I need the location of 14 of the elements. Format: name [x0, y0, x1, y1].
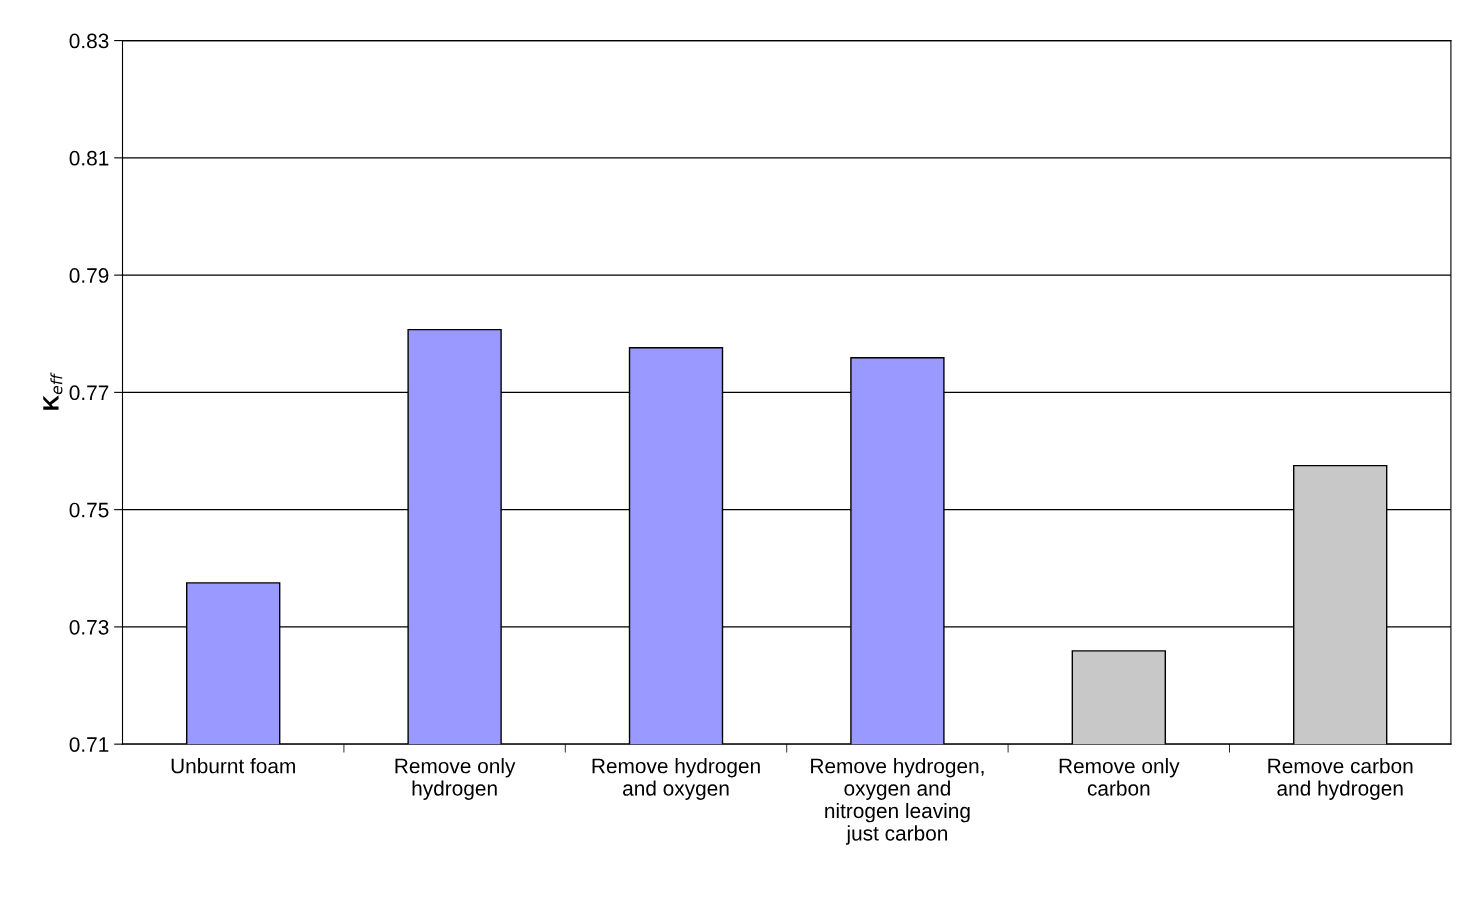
y-tick-label: 0.71 [69, 737, 109, 752]
x-tick-label: Unburnt foam [171, 758, 295, 774]
x-tick-label: Remove hydrogen and oxygen [592, 758, 760, 800]
y-tick-label: 0.75 [69, 502, 109, 518]
y-tick-label: 0.79 [69, 268, 109, 283]
y-tick-label: 0.73 [69, 619, 109, 635]
y-tick-label: 0.83 [69, 33, 109, 49]
y-axis-title: K$_{eff}$ [43, 372, 63, 410]
x-tick-label: Remove only carbon [1059, 758, 1180, 796]
x-tick-label: Remove only hydrogen [395, 758, 516, 800]
x-tick-label: Remove hydrogen, oxygen and nitrogen leaving just carbon [811, 758, 984, 845]
y-tick-label: 0.81 [69, 150, 109, 166]
x-tick-label: Remove carbon and hydrogen [1268, 758, 1413, 800]
y-tick-label: 0.77 [69, 385, 109, 401]
